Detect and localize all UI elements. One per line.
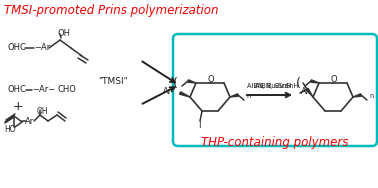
Text: n: n [369,93,373,99]
Text: OHC: OHC [8,43,27,52]
Text: (: ( [296,77,301,90]
Polygon shape [188,80,196,83]
Text: AIBN, Bu: AIBN, Bu [255,83,283,89]
Text: OH: OH [37,106,49,115]
Text: "TMSI": "TMSI" [98,77,128,86]
Text: OHC: OHC [8,86,27,95]
Text: AIBN, Bu₃SnH: AIBN, Bu₃SnH [247,83,291,89]
Text: O: O [331,74,337,83]
Text: CHO: CHO [57,86,76,95]
Text: 3: 3 [284,84,287,89]
Text: +: + [13,101,23,114]
Polygon shape [180,92,190,97]
Text: n: n [246,93,250,99]
Text: Ar: Ar [163,87,172,96]
Text: −Ar: −Ar [34,43,50,52]
Polygon shape [353,94,361,97]
Text: (: ( [173,77,178,90]
Text: TMSI-promoted Prins polymerization: TMSI-promoted Prins polymerization [4,4,218,17]
Polygon shape [230,94,238,97]
Polygon shape [306,88,313,97]
Text: Ar: Ar [25,117,35,126]
Text: SnH: SnH [285,83,299,89]
Text: OH: OH [57,30,70,39]
Polygon shape [311,80,319,83]
Text: HO: HO [4,126,15,134]
Text: O: O [208,74,214,83]
Text: THP-containing polymers: THP-containing polymers [201,136,349,149]
Text: −Ar−: −Ar− [32,86,55,95]
Text: I: I [198,121,200,130]
Text: Ar: Ar [301,86,311,96]
